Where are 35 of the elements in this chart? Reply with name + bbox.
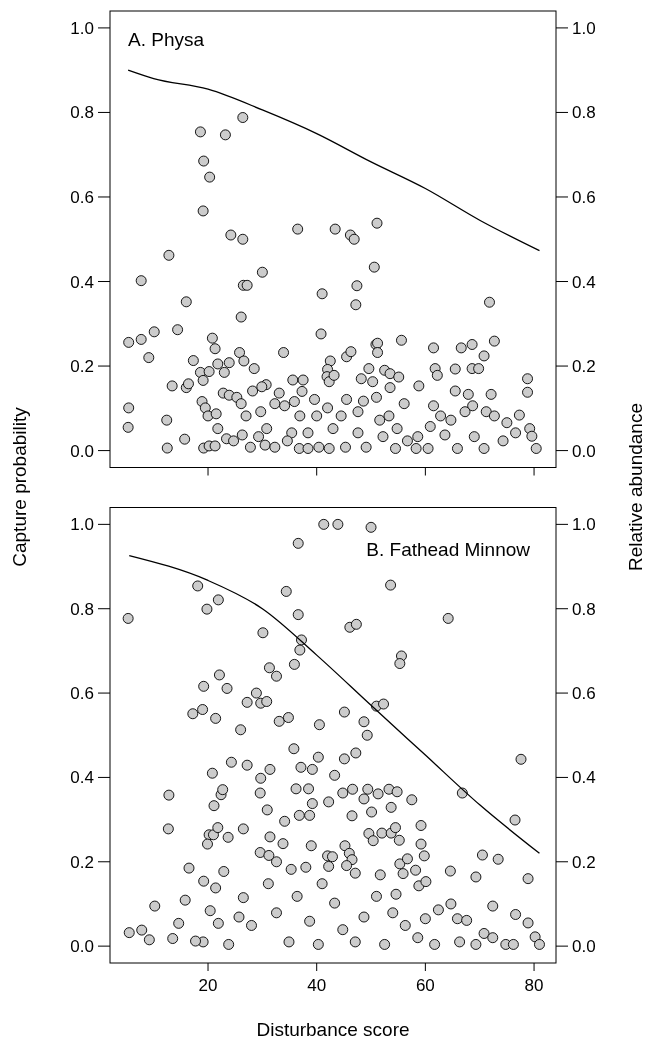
y2-tick-label: 0.8 [572, 103, 596, 123]
line-series [127, 69, 541, 252]
y2-tick-label: 0.4 [572, 768, 596, 788]
x-tick-label: 80 [524, 976, 544, 995]
y2-tick-label: 0.2 [572, 852, 596, 872]
x-tick-label: 40 [307, 976, 327, 995]
y2-tick-label: 0.4 [572, 272, 596, 292]
text: B. Fathead Minnow [366, 538, 531, 560]
y2-tick-label: 1.0 [572, 515, 596, 535]
y2-tick-label: 0.8 [572, 599, 596, 619]
y-axis-title: Capture probability [9, 406, 30, 567]
y-tick-label: 0.6 [70, 187, 94, 207]
y-tick-label: 0.8 [70, 103, 94, 123]
y2-tick-label: 0.0 [572, 937, 596, 957]
line-series [128, 554, 541, 854]
y-tick-label: 0.0 [70, 937, 94, 957]
y-tick-label: 0.4 [70, 768, 94, 788]
y-tick-label: 0.8 [70, 599, 94, 619]
y2-axis-title: Relative abundance [625, 403, 646, 571]
x-axis-title: Disturbance score [256, 1019, 410, 1040]
text: A. Physa [128, 29, 205, 50]
y-tick-label: 1.0 [70, 18, 94, 38]
y2-tick-label: 0.0 [572, 441, 596, 461]
x-tick-label: 20 [198, 976, 218, 995]
x-tick-label: 60 [415, 976, 435, 995]
y-tick-label: 0.2 [70, 357, 94, 377]
y-tick-label: 0.4 [70, 272, 94, 292]
y-tick-label: 1.0 [70, 515, 94, 535]
y2-tick-label: 0.6 [572, 684, 596, 704]
y-tick-label: 0.2 [70, 852, 94, 872]
y2-tick-label: 0.6 [572, 187, 596, 207]
y-tick-label: 0.0 [70, 441, 94, 461]
y2-tick-label: 1.0 [572, 18, 596, 38]
y-tick-label: 0.6 [70, 684, 94, 704]
y2-tick-label: 0.2 [572, 357, 596, 377]
